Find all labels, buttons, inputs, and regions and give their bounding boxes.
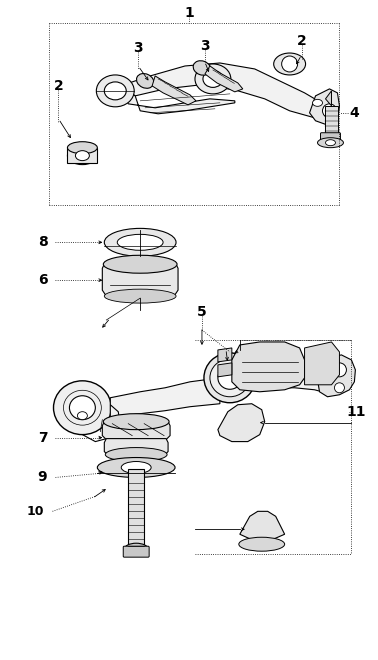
Polygon shape <box>102 422 170 440</box>
Text: 9: 9 <box>38 471 47 484</box>
Circle shape <box>282 56 297 72</box>
Polygon shape <box>120 86 235 114</box>
Ellipse shape <box>193 61 211 75</box>
Ellipse shape <box>210 359 250 397</box>
Polygon shape <box>325 91 332 106</box>
Ellipse shape <box>103 255 177 273</box>
Ellipse shape <box>67 147 98 164</box>
Circle shape <box>322 104 336 117</box>
Polygon shape <box>218 404 265 442</box>
Text: 8: 8 <box>38 236 47 249</box>
Ellipse shape <box>96 75 134 107</box>
Ellipse shape <box>313 100 322 106</box>
Ellipse shape <box>121 461 151 473</box>
Polygon shape <box>102 264 178 296</box>
Circle shape <box>333 363 346 377</box>
FancyBboxPatch shape <box>321 133 341 144</box>
Ellipse shape <box>318 138 344 148</box>
Text: 1: 1 <box>184 6 194 20</box>
Ellipse shape <box>67 142 98 154</box>
Text: 3: 3 <box>133 41 143 55</box>
Ellipse shape <box>124 543 148 555</box>
Text: 3: 3 <box>200 39 210 53</box>
Text: 7: 7 <box>38 430 47 445</box>
Polygon shape <box>256 362 330 394</box>
Ellipse shape <box>103 414 169 430</box>
Ellipse shape <box>325 140 335 146</box>
Ellipse shape <box>204 353 256 403</box>
FancyBboxPatch shape <box>123 546 149 557</box>
Text: 4: 4 <box>350 106 359 120</box>
Text: 5: 5 <box>197 305 207 319</box>
Polygon shape <box>305 342 339 385</box>
Polygon shape <box>310 89 339 126</box>
Polygon shape <box>240 512 285 544</box>
Polygon shape <box>120 63 324 123</box>
Ellipse shape <box>104 82 126 100</box>
FancyBboxPatch shape <box>324 106 338 134</box>
Ellipse shape <box>76 150 89 160</box>
Polygon shape <box>218 363 232 377</box>
Polygon shape <box>318 355 355 397</box>
Polygon shape <box>110 378 220 418</box>
Ellipse shape <box>136 73 154 88</box>
Circle shape <box>335 383 344 393</box>
Text: 10: 10 <box>27 505 44 518</box>
Text: 2: 2 <box>297 34 307 48</box>
Polygon shape <box>152 76 196 105</box>
Text: 11: 11 <box>347 405 366 418</box>
Ellipse shape <box>274 53 305 75</box>
FancyBboxPatch shape <box>67 148 98 162</box>
Ellipse shape <box>77 412 87 420</box>
Ellipse shape <box>105 447 167 461</box>
Polygon shape <box>232 342 305 392</box>
Text: 2: 2 <box>54 79 64 93</box>
Ellipse shape <box>70 396 95 420</box>
FancyBboxPatch shape <box>128 469 144 549</box>
Text: 6: 6 <box>38 273 47 287</box>
Polygon shape <box>218 348 232 362</box>
Polygon shape <box>104 439 168 455</box>
Ellipse shape <box>239 537 285 551</box>
Ellipse shape <box>218 366 242 389</box>
Ellipse shape <box>203 71 223 87</box>
Ellipse shape <box>104 228 176 256</box>
Ellipse shape <box>195 64 231 94</box>
Ellipse shape <box>117 234 163 250</box>
Ellipse shape <box>104 289 176 303</box>
Ellipse shape <box>54 381 111 435</box>
Polygon shape <box>205 66 243 92</box>
Ellipse shape <box>98 457 175 477</box>
